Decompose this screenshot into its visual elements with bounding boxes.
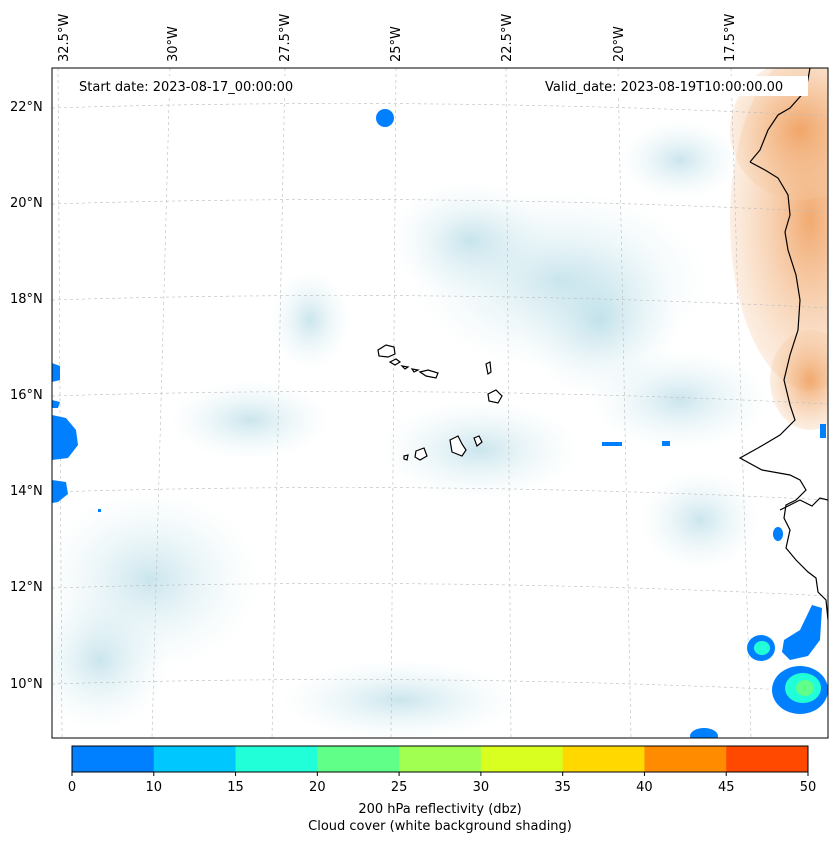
lat-label: 14°N (10, 484, 43, 499)
colorbar-sublabel: Cloud cover (white background shading) (308, 819, 572, 834)
graticule (52, 68, 828, 738)
colorbar-segment (317, 746, 400, 772)
colorbar-label: 200 hPa reflectivity (dbz) (358, 802, 521, 817)
colorbar-frame (71, 745, 809, 773)
lon-label: 20°W (612, 26, 627, 62)
lat-label: 20°N (10, 196, 43, 211)
colorbar-tick-label: 15 (227, 780, 244, 795)
colorbar: 0 10 15 20 25 30 35 40 45 50 (68, 745, 817, 795)
start-date-box (72, 76, 312, 96)
colorbar-tick-label: 20 (309, 780, 326, 795)
colorbar-tick-label: 10 (146, 780, 163, 795)
colorbar-tick-label: 30 (473, 780, 490, 795)
colorbar-segment (480, 746, 564, 772)
colorbar-segment (153, 746, 237, 772)
colorbar-tick-label: 45 (718, 780, 735, 795)
colorbar-segment (726, 746, 809, 772)
colorbar-segment (235, 746, 318, 772)
lat-label: 16°N (10, 388, 43, 403)
map-frame (51, 67, 829, 739)
lon-label: 32.5°W (57, 14, 72, 62)
colorbar-segment (644, 746, 727, 772)
lon-label: 17.5°W (723, 14, 738, 62)
lon-label: 22.5°W (500, 14, 515, 62)
colorbar-segment (72, 746, 155, 772)
valid-date-box (540, 76, 808, 96)
lat-label: 22°N (10, 100, 43, 115)
lat-label: 18°N (10, 292, 43, 307)
latitude-labels: 22°N 20°N 18°N 16°N 14°N 12°N 10°N (10, 100, 43, 692)
lat-label: 12°N (10, 580, 43, 595)
colorbar-segment (399, 746, 482, 772)
reflectivity-cells (52, 109, 828, 738)
cape-verde-islands (377, 344, 503, 461)
colorbar-tick-label: 50 (800, 780, 817, 795)
lon-label: 25°W (389, 26, 404, 62)
colorbar-tick-label: 25 (391, 780, 408, 795)
colorbar-segment (562, 746, 645, 772)
land-warm-shading (730, 68, 828, 430)
start-date-label: Start date: 2023-08-17_00:00:00 (79, 80, 293, 95)
lon-label: 30°W (166, 26, 181, 62)
lat-label: 10°N (10, 677, 43, 692)
lon-label: 27.5°W (278, 14, 293, 62)
colorbar-tick-label: 0 (68, 780, 76, 795)
longitude-labels: 32.5°W 30°W 27.5°W 25°W 22.5°W 20°W 17.5… (57, 14, 738, 62)
colorbar-tick-label: 40 (636, 780, 653, 795)
valid-date-label: Valid_date: 2023-08-19T10:00:00.00 (545, 80, 783, 95)
colorbar-tick-label: 35 (554, 780, 571, 795)
map-layers (52, 68, 828, 738)
